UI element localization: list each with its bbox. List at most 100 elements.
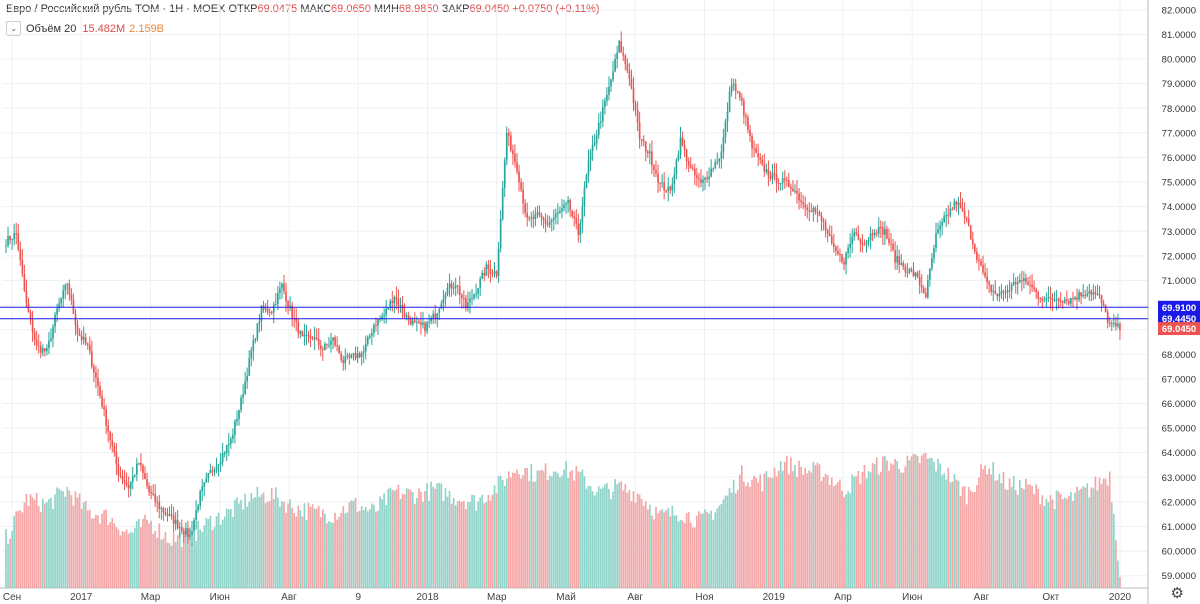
volume-bar [123, 531, 126, 588]
volume-bar [730, 492, 733, 588]
volume-bar [794, 464, 796, 588]
candle-body [879, 226, 882, 228]
volume-bar [830, 477, 833, 588]
candle-body [426, 322, 428, 332]
gear-icon[interactable]: ⚙ [1170, 585, 1184, 602]
volume-bar [996, 480, 999, 588]
volume-bar [953, 473, 956, 588]
candle-body [465, 298, 467, 309]
candle-body [1043, 299, 1046, 301]
volume-bar [1068, 495, 1070, 588]
volume-bar [785, 455, 788, 588]
candle-body [146, 479, 148, 487]
volume-bar [356, 512, 359, 588]
chevron-down-icon[interactable]: ⌄ [6, 21, 21, 36]
candle-body [845, 252, 847, 265]
candle-body [773, 173, 776, 175]
candle-body [170, 514, 173, 516]
candle-body [268, 312, 271, 314]
candle-body [849, 243, 851, 248]
candle-body [174, 519, 177, 524]
volume-bar [336, 519, 338, 588]
candle-body [452, 287, 455, 289]
candle-body [458, 286, 461, 295]
candle-body [463, 298, 465, 300]
volume-bar [29, 494, 32, 588]
candle-body [246, 375, 249, 382]
volume-bar [501, 480, 504, 588]
volume-bar [845, 494, 847, 588]
volume-bar [651, 515, 653, 588]
candle-body [334, 337, 336, 346]
volume-bar [154, 530, 157, 588]
volume-bar [673, 515, 676, 588]
volume-bar [428, 500, 430, 588]
volume-bar [268, 500, 271, 588]
volume-bar [148, 523, 150, 588]
candle-body [828, 233, 831, 237]
candle-body [955, 201, 958, 205]
volume-bar [601, 487, 604, 588]
candle-body [33, 332, 36, 340]
candle-body [1068, 300, 1070, 304]
candle-body [23, 274, 26, 291]
volume-bar [775, 476, 778, 588]
candle-body [438, 308, 441, 314]
y-tick-label: 68.0000 [1162, 350, 1196, 361]
volume-bar [783, 462, 786, 588]
volume-bar [205, 517, 208, 588]
candle-body [696, 175, 698, 178]
candle-body [1110, 323, 1113, 325]
candle-body [567, 199, 569, 204]
volume-bar [714, 512, 717, 588]
candle-body [442, 298, 445, 304]
x-tick-label: Авг [627, 592, 643, 603]
candle-body [9, 236, 11, 240]
volume-bar [456, 501, 459, 588]
volume-bar [387, 488, 390, 588]
y-tick-label: 64.0000 [1162, 448, 1196, 459]
candle-body [837, 251, 839, 254]
candle-body [501, 187, 504, 219]
candle-body [683, 145, 686, 150]
volume-bar [986, 474, 988, 588]
volume-bar [967, 486, 970, 588]
volume-bar [201, 531, 204, 588]
volume-bar [489, 500, 492, 588]
candle-body [949, 208, 952, 216]
volume-bar [906, 455, 909, 588]
volume-bar [82, 502, 85, 588]
volume-bar [452, 497, 455, 588]
volume-bar [248, 501, 251, 588]
candle-body [1088, 290, 1091, 294]
volume-bar [209, 515, 212, 588]
volume-bar [804, 467, 807, 588]
candle-body [187, 528, 189, 537]
volume-bar [935, 471, 937, 588]
candle-body [301, 331, 304, 337]
volume-bar [293, 512, 296, 588]
low-value: 68.9850 [398, 3, 439, 15]
candle-body [219, 461, 222, 465]
volume-bar [554, 471, 557, 588]
volume-bar [628, 490, 631, 588]
candle-body [368, 335, 371, 338]
volume-bar [105, 509, 107, 588]
candle-body [330, 340, 332, 345]
candle-body [313, 337, 316, 340]
candle-body [1059, 300, 1062, 302]
volume-bar [287, 503, 289, 588]
volume-bar [266, 501, 269, 588]
volume-bar [945, 479, 948, 588]
candle-body [892, 243, 894, 251]
volume-bar [76, 497, 79, 588]
candle-body [998, 293, 1001, 297]
volume-bar [324, 513, 326, 588]
candle-body [908, 268, 911, 273]
volume-bar [146, 519, 148, 588]
candle-body [37, 345, 40, 347]
candle-body [436, 313, 439, 319]
candle-body [910, 268, 913, 271]
volume-bar [532, 481, 535, 588]
